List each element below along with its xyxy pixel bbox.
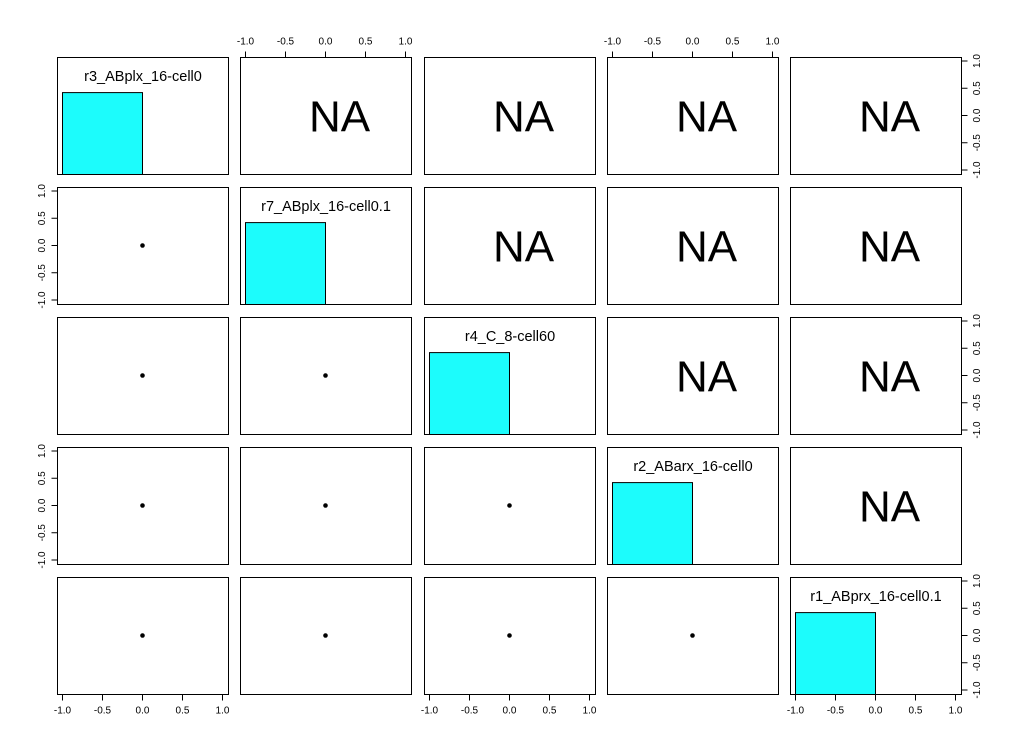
- y-tick-label: -0.5: [972, 654, 983, 672]
- diagonal-label: r4_C_8-cell60: [465, 329, 555, 345]
- y-tick-label: 0.0: [972, 108, 983, 122]
- y-tick-label: 0.5: [37, 211, 48, 225]
- diagonal-label: r7_ABplx_16-cell0.1: [261, 199, 391, 215]
- y-tick-label: -0.5: [972, 134, 983, 152]
- x-tick-label: 0.0: [869, 706, 883, 717]
- scatter-point: [140, 373, 145, 378]
- na-label: NA: [676, 223, 738, 272]
- y-tick-label: -0.5: [37, 524, 48, 542]
- scatter-point: [323, 633, 328, 638]
- y-tick-label: 0.0: [972, 368, 983, 382]
- histogram-bar: [429, 352, 510, 436]
- y-tick-label: 0.5: [37, 471, 48, 485]
- x-tick-label: -0.5: [277, 37, 295, 48]
- y-tick-label: -1.0: [37, 551, 48, 569]
- y-tick-label: -1.0: [37, 291, 48, 309]
- y-tick-label: 0.5: [972, 601, 983, 615]
- x-tick-label: 0.5: [726, 37, 740, 48]
- scatter-point: [323, 373, 328, 378]
- scatter-point: [140, 503, 145, 508]
- x-tick-label: 0.0: [503, 706, 517, 717]
- x-tick-label: 1.0: [766, 37, 780, 48]
- x-tick-label: -1.0: [421, 706, 439, 717]
- na-label: NA: [859, 93, 921, 142]
- x-tick-label: -1.0: [604, 37, 622, 48]
- x-tick-label: 0.0: [319, 37, 333, 48]
- panel-frame: [607, 187, 779, 305]
- y-tick-label: -1.0: [972, 421, 983, 439]
- x-tick-label: -1.0: [787, 706, 805, 717]
- scatter-point: [140, 633, 145, 638]
- y-tick-label: -0.5: [37, 264, 48, 282]
- y-tick-label: 0.5: [972, 341, 983, 355]
- histogram-bar: [795, 612, 876, 695]
- y-tick-label: 0.5: [972, 81, 983, 95]
- na-label: NA: [676, 93, 738, 142]
- x-tick-label: 0.0: [686, 37, 700, 48]
- x-tick-label: -0.5: [827, 706, 845, 717]
- panel-frame: [424, 187, 596, 305]
- panel-frame: [424, 447, 596, 565]
- x-tick-label: 0.5: [909, 706, 923, 717]
- scatter-point: [507, 503, 512, 508]
- x-tick-label: -0.5: [461, 706, 479, 717]
- diagonal-label: r3_ABplx_16-cell0: [84, 69, 202, 85]
- x-tick-label: 0.5: [176, 706, 190, 717]
- y-tick-label: 0.0: [37, 238, 48, 252]
- y-tick-label: 0.0: [972, 628, 983, 642]
- x-tick-label: -1.0: [54, 706, 72, 717]
- y-tick-label: -0.5: [972, 394, 983, 412]
- panel-frame: [790, 187, 962, 305]
- panel-frame: [607, 577, 779, 695]
- panel-frame: [240, 447, 412, 565]
- panel-frame: [424, 57, 596, 175]
- na-label: NA: [676, 353, 738, 402]
- panel-frame: [240, 317, 412, 435]
- panel-frame: [240, 577, 412, 695]
- x-tick-label: 1.0: [583, 706, 597, 717]
- histogram-bar: [245, 222, 326, 306]
- panel-frame: [57, 317, 229, 435]
- x-tick-label: 0.5: [543, 706, 557, 717]
- histogram-bar: [612, 482, 693, 566]
- panel-frame: [607, 317, 779, 435]
- na-label: NA: [859, 353, 921, 402]
- y-tick-label: 1.0: [37, 184, 48, 198]
- na-label: NA: [859, 223, 921, 272]
- panel-frame: [790, 447, 962, 565]
- y-tick-label: -1.0: [972, 681, 983, 699]
- scatter-point: [323, 503, 328, 508]
- scatter-point: [507, 633, 512, 638]
- scatter-point: [140, 243, 145, 248]
- x-tick-label: 1.0: [216, 706, 230, 717]
- histogram-bar: [62, 92, 143, 175]
- na-label: NA: [859, 483, 921, 532]
- diagonal-label: r2_ABarx_16-cell0: [633, 459, 752, 475]
- x-tick-label: -1.0: [237, 37, 255, 48]
- y-tick-label: 0.0: [37, 498, 48, 512]
- x-tick-label: -0.5: [644, 37, 662, 48]
- na-label: NA: [493, 93, 555, 142]
- x-tick-label: 0.0: [136, 706, 150, 717]
- x-tick-label: 1.0: [399, 37, 413, 48]
- x-tick-label: 1.0: [949, 706, 963, 717]
- diagonal-label: r1_ABprx_16-cell0.1: [810, 589, 941, 605]
- y-tick-label: 1.0: [972, 314, 983, 328]
- na-label: NA: [309, 93, 371, 142]
- x-tick-label: -0.5: [94, 706, 112, 717]
- y-tick-label: 1.0: [37, 444, 48, 458]
- y-tick-label: -1.0: [972, 161, 983, 179]
- x-tick-label: 0.5: [359, 37, 373, 48]
- scatter-point: [690, 633, 695, 638]
- na-label: NA: [493, 223, 555, 272]
- y-tick-label: 1.0: [972, 574, 983, 588]
- y-tick-label: 1.0: [972, 54, 983, 68]
